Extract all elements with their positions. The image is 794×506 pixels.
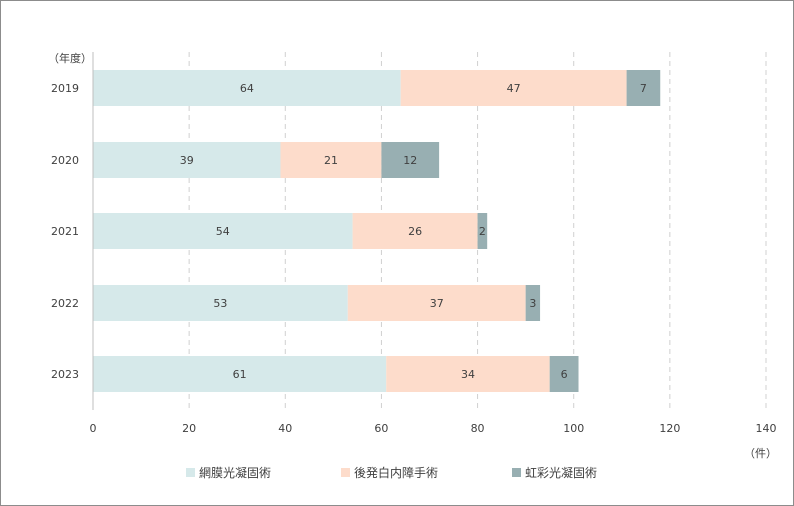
- x-tick-label: 100: [563, 422, 584, 435]
- bar-segment: [93, 142, 281, 178]
- y-tick-label: 2021: [51, 225, 79, 238]
- bar-segment: [525, 285, 541, 321]
- bar-segment: [477, 213, 488, 249]
- bar-segment: [93, 213, 353, 249]
- data-label: 54: [216, 225, 230, 238]
- legend-swatch: [186, 468, 195, 477]
- x-tick-label: 40: [278, 422, 292, 435]
- data-label: 21: [324, 154, 338, 167]
- bar-segment: [549, 356, 579, 392]
- axes: 0 20 40 60 80 100 120 140 2019 2020 2021 2022 2023: [51, 52, 777, 435]
- legend-label: 後発白内障手術: [354, 465, 438, 480]
- data-label: 3: [529, 297, 536, 310]
- x-tick-label: 60: [374, 422, 388, 435]
- legend-swatch: [512, 468, 521, 477]
- x-tick-label: 20: [182, 422, 196, 435]
- bar-segment: [93, 356, 387, 392]
- x-tick-label: 140: [756, 422, 777, 435]
- bar-segment: [280, 142, 382, 178]
- data-label: 12: [403, 154, 417, 167]
- bar-segment: [626, 70, 661, 106]
- x-tick-label: 120: [659, 422, 680, 435]
- y-tick-label: 2022: [51, 297, 79, 310]
- legend-label: 網膜光凝固術: [199, 465, 271, 480]
- legend-swatch: [341, 468, 350, 477]
- x-tick-label: 0: [90, 422, 97, 435]
- bar-segment: [400, 70, 627, 106]
- data-label: 64: [240, 82, 254, 95]
- bars: 64 47 7 39 21 12 54 26 2 53 37 3 61 34 6: [93, 70, 661, 392]
- bar-segment: [381, 142, 440, 178]
- y-tick-label: 2023: [51, 368, 79, 381]
- bar-segment: [93, 285, 348, 321]
- data-label: 34: [461, 368, 475, 381]
- category-axis-label: （年度）: [48, 51, 92, 65]
- x-tick-label: 80: [471, 422, 485, 435]
- data-label: 7: [640, 82, 647, 95]
- value-axis-unit: （件）: [744, 447, 777, 460]
- legend-label: 虹彩光凝固術: [525, 465, 597, 480]
- bar-segment: [93, 70, 401, 106]
- legend: 網膜光凝固術 後発白内障手術 虹彩光凝固術: [186, 465, 597, 480]
- data-label: 39: [180, 154, 194, 167]
- bar-segment: [347, 285, 526, 321]
- data-label: 37: [430, 297, 444, 310]
- bar-segment: [352, 213, 478, 249]
- data-label: 53: [213, 297, 227, 310]
- data-label: 6: [561, 368, 568, 381]
- data-label: 47: [507, 82, 521, 95]
- data-label: 2: [479, 225, 486, 238]
- y-tick-label: 2019: [51, 82, 79, 95]
- y-tick-label: 2020: [51, 154, 79, 167]
- grid-lines: [188, 52, 767, 410]
- bar-segment: [386, 356, 550, 392]
- data-label: 61: [233, 368, 247, 381]
- data-label: 26: [408, 225, 422, 238]
